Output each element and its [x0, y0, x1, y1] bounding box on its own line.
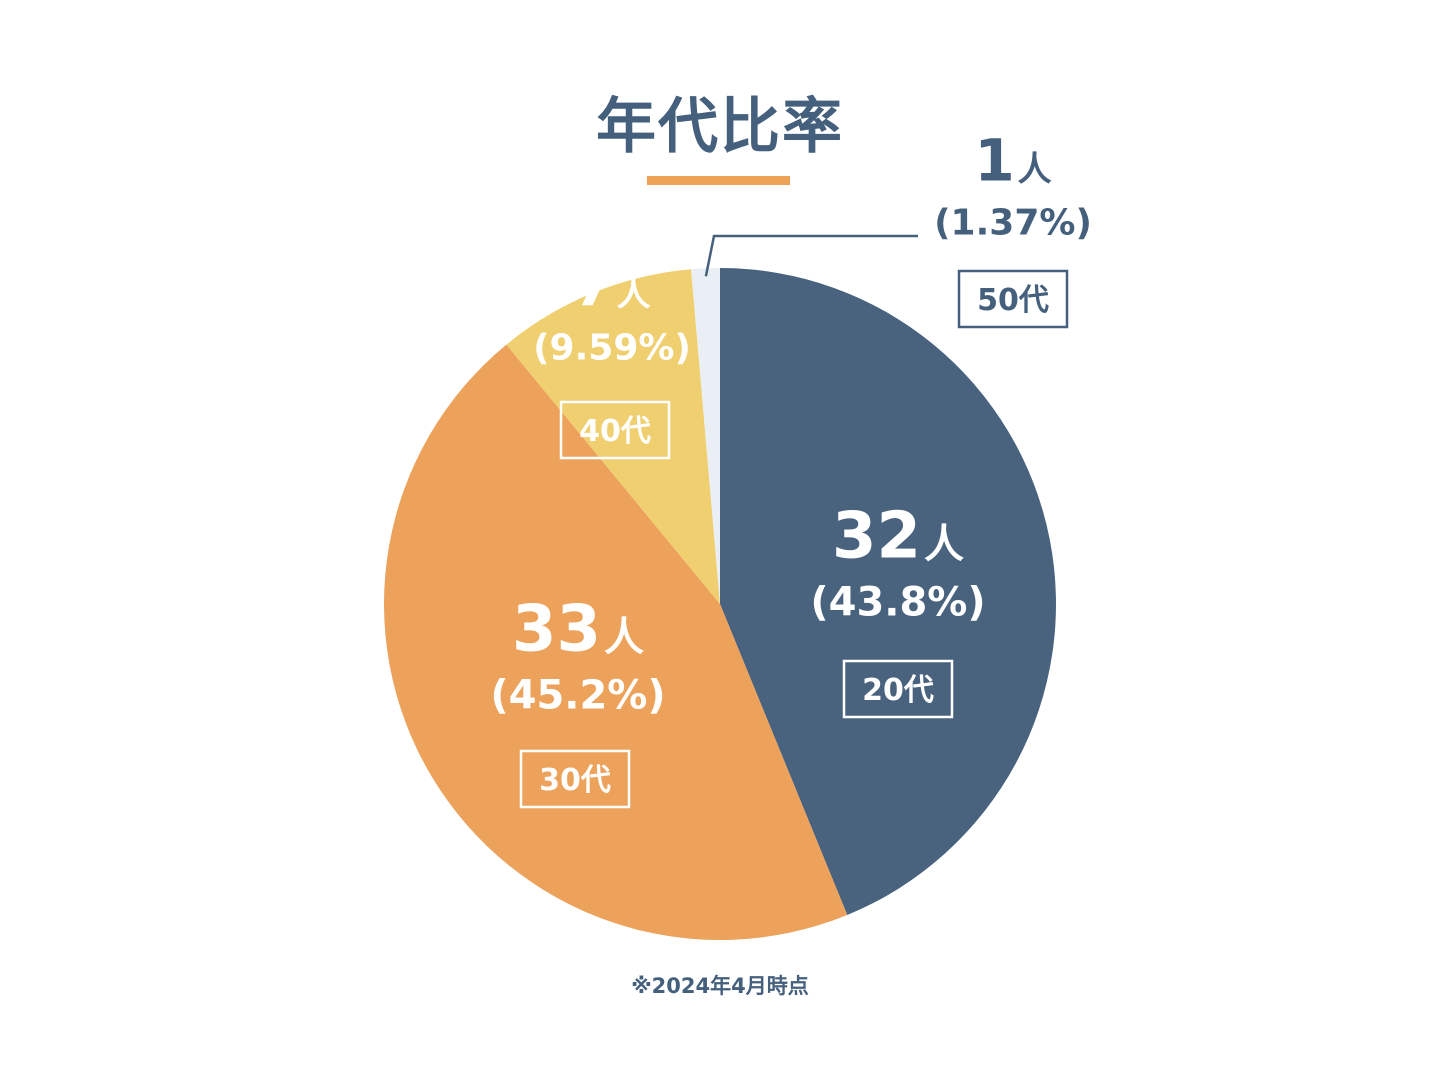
category-label: 50代 — [977, 283, 1049, 318]
chart-title: 年代比率 — [596, 92, 844, 162]
percent-label: (45.2%) — [490, 672, 665, 718]
slice-label-4: 1人 (1.37%) 50代 — [934, 127, 1092, 329]
count-label: 32人 — [832, 499, 964, 573]
category-box — [842, 659, 954, 719]
pie-slice-4 — [691, 268, 720, 604]
pie-slice-1 — [720, 268, 1057, 915]
title-underline — [647, 176, 790, 185]
category-label: 30代 — [539, 763, 611, 798]
percent-label: (1.37%) — [934, 203, 1092, 244]
count-label: 7人 — [573, 252, 650, 320]
category-box — [559, 400, 671, 460]
category-box — [519, 749, 631, 809]
leader-line-50s — [704, 234, 918, 277]
date-note: ※2024年4月時点 — [631, 974, 809, 998]
pie-slice-2 — [383, 344, 848, 941]
slice-label-3: 7人 (9.59%) 40代 — [533, 252, 691, 460]
category-label: 40代 — [579, 414, 651, 449]
category-label: 20代 — [862, 673, 934, 708]
percent-label: (9.59%) — [533, 328, 691, 369]
count-label: 1人 — [974, 127, 1051, 195]
percent-label: (43.8%) — [810, 579, 985, 625]
count-label: 33人 — [512, 592, 644, 666]
slice-label-2: 33人 (45.2%) 30代 — [490, 592, 666, 809]
slice-label-1: 32人 (43.8%) 20代 — [810, 499, 986, 719]
pie-slice-3 — [506, 269, 720, 604]
category-box — [957, 269, 1069, 329]
